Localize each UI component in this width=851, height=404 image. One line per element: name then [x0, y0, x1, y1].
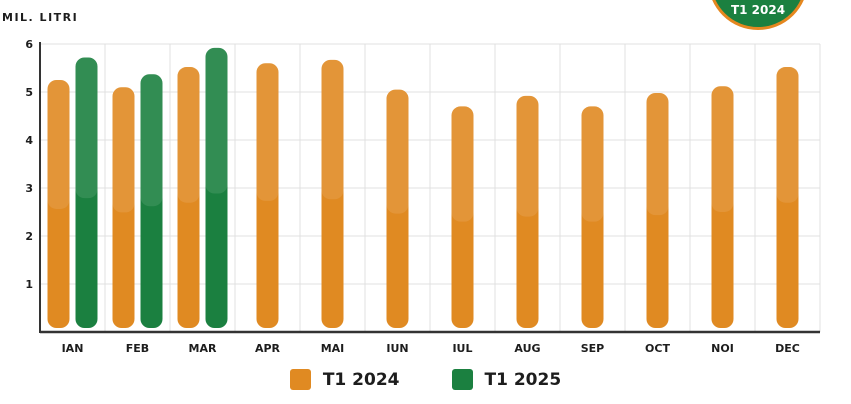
bar-2024-noi-highlight — [711, 86, 734, 212]
y-tick-label: 6 — [25, 38, 33, 51]
bar-2024-feb-fill — [112, 87, 135, 328]
x-tick-label: FEB — [126, 342, 149, 355]
bar-2025-feb — [140, 74, 163, 329]
x-tick-label: AUG — [514, 342, 540, 355]
bar-2024-feb-highlight — [112, 87, 135, 213]
x-tick-label: OCT — [645, 342, 670, 355]
bar-2024-iun — [386, 89, 409, 328]
bar-2024-feb — [112, 87, 135, 328]
bar-2024-aug — [516, 95, 539, 328]
x-tick-label: APR — [255, 342, 281, 355]
bar-2024-noi-fill — [711, 86, 734, 329]
x-tick-label: NOI — [711, 342, 734, 355]
bar-2024-apr-highlight — [256, 63, 279, 201]
bar-2024-oct — [646, 92, 669, 329]
bar-2024-dec-highlight — [776, 67, 799, 203]
bar-2024-mai-highlight — [321, 59, 344, 200]
bar-2025-ian-fill — [75, 57, 98, 328]
x-tick-label: MAI — [321, 342, 345, 355]
bar-2024-sep-highlight — [581, 106, 604, 222]
legend: T1 2024 T1 2025 — [0, 369, 851, 390]
bar-2024-dec — [776, 67, 799, 328]
y-tick-label: 3 — [25, 182, 33, 195]
bar-2024-iun-fill — [386, 89, 409, 328]
bar-2024-iul — [451, 106, 474, 329]
bar-2024-apr-fill — [256, 63, 279, 328]
bar-2024-sep-fill — [581, 106, 604, 329]
bar-2024-ian — [47, 80, 70, 328]
x-tick-label: IUN — [386, 342, 408, 355]
bar-2024-mar-fill — [177, 67, 200, 328]
bar-2024-noi — [711, 86, 734, 329]
bar-2024-mai-fill — [321, 59, 344, 329]
bar-2024-dec-fill — [776, 67, 799, 328]
bar-2024-ian-highlight — [47, 80, 70, 209]
bar-2025-mar-highlight — [205, 47, 228, 194]
x-tick-label: IAN — [62, 342, 84, 355]
bar-2025-ian — [75, 57, 98, 328]
bar-2024-iun-highlight — [386, 89, 409, 214]
bar-2025-feb-highlight — [140, 74, 163, 207]
x-tick-label: IUL — [452, 342, 472, 355]
bar-2025-mar-fill — [205, 47, 228, 329]
legend-swatch-2025 — [451, 369, 473, 390]
legend-swatch-2024 — [289, 369, 311, 390]
bar-2024-aug-highlight — [516, 95, 539, 217]
bar-2024-oct-highlight — [646, 92, 669, 216]
x-tick-label: DEC — [775, 342, 800, 355]
bar-2024-aug-fill — [516, 95, 539, 328]
legend-label-2024: T1 2024 — [322, 369, 400, 390]
y-axis-label: MIL. LITRI — [2, 11, 79, 24]
bar-2024-mar — [177, 67, 200, 328]
legend-item-2025: T1 2025 — [451, 369, 562, 390]
bar-2024-iul-fill — [451, 106, 474, 329]
x-tick-label: SEP — [581, 342, 605, 355]
legend-label-2025: T1 2025 — [484, 369, 562, 390]
y-tick-label: 5 — [25, 86, 33, 99]
bar-2024-iul-highlight — [451, 106, 474, 222]
legend-item-2024: T1 2024 — [289, 369, 400, 390]
bar-2024-mar-highlight — [177, 67, 200, 203]
x-tick-label: MAR — [189, 342, 217, 355]
y-tick-label: 1 — [25, 278, 33, 291]
y-tick-label: 4 — [25, 134, 33, 147]
bar-2025-mar — [205, 47, 228, 329]
bar-chart: 1 2 3 4 5 6 IAN FEB MAR APR MAI IUN IUL AUG SEP OCT NOI D… — [25, 38, 821, 355]
bar-2024-mai — [321, 59, 344, 329]
bar-2024-apr — [256, 63, 279, 328]
bar-2025-feb-fill — [140, 74, 163, 329]
bar-2024-ian-fill — [47, 80, 70, 328]
bar-2024-oct-fill — [646, 92, 669, 329]
bar-2024-sep — [581, 106, 604, 329]
bar-2025-ian-highlight — [75, 57, 98, 199]
y-tick-label: 2 — [25, 230, 33, 243]
